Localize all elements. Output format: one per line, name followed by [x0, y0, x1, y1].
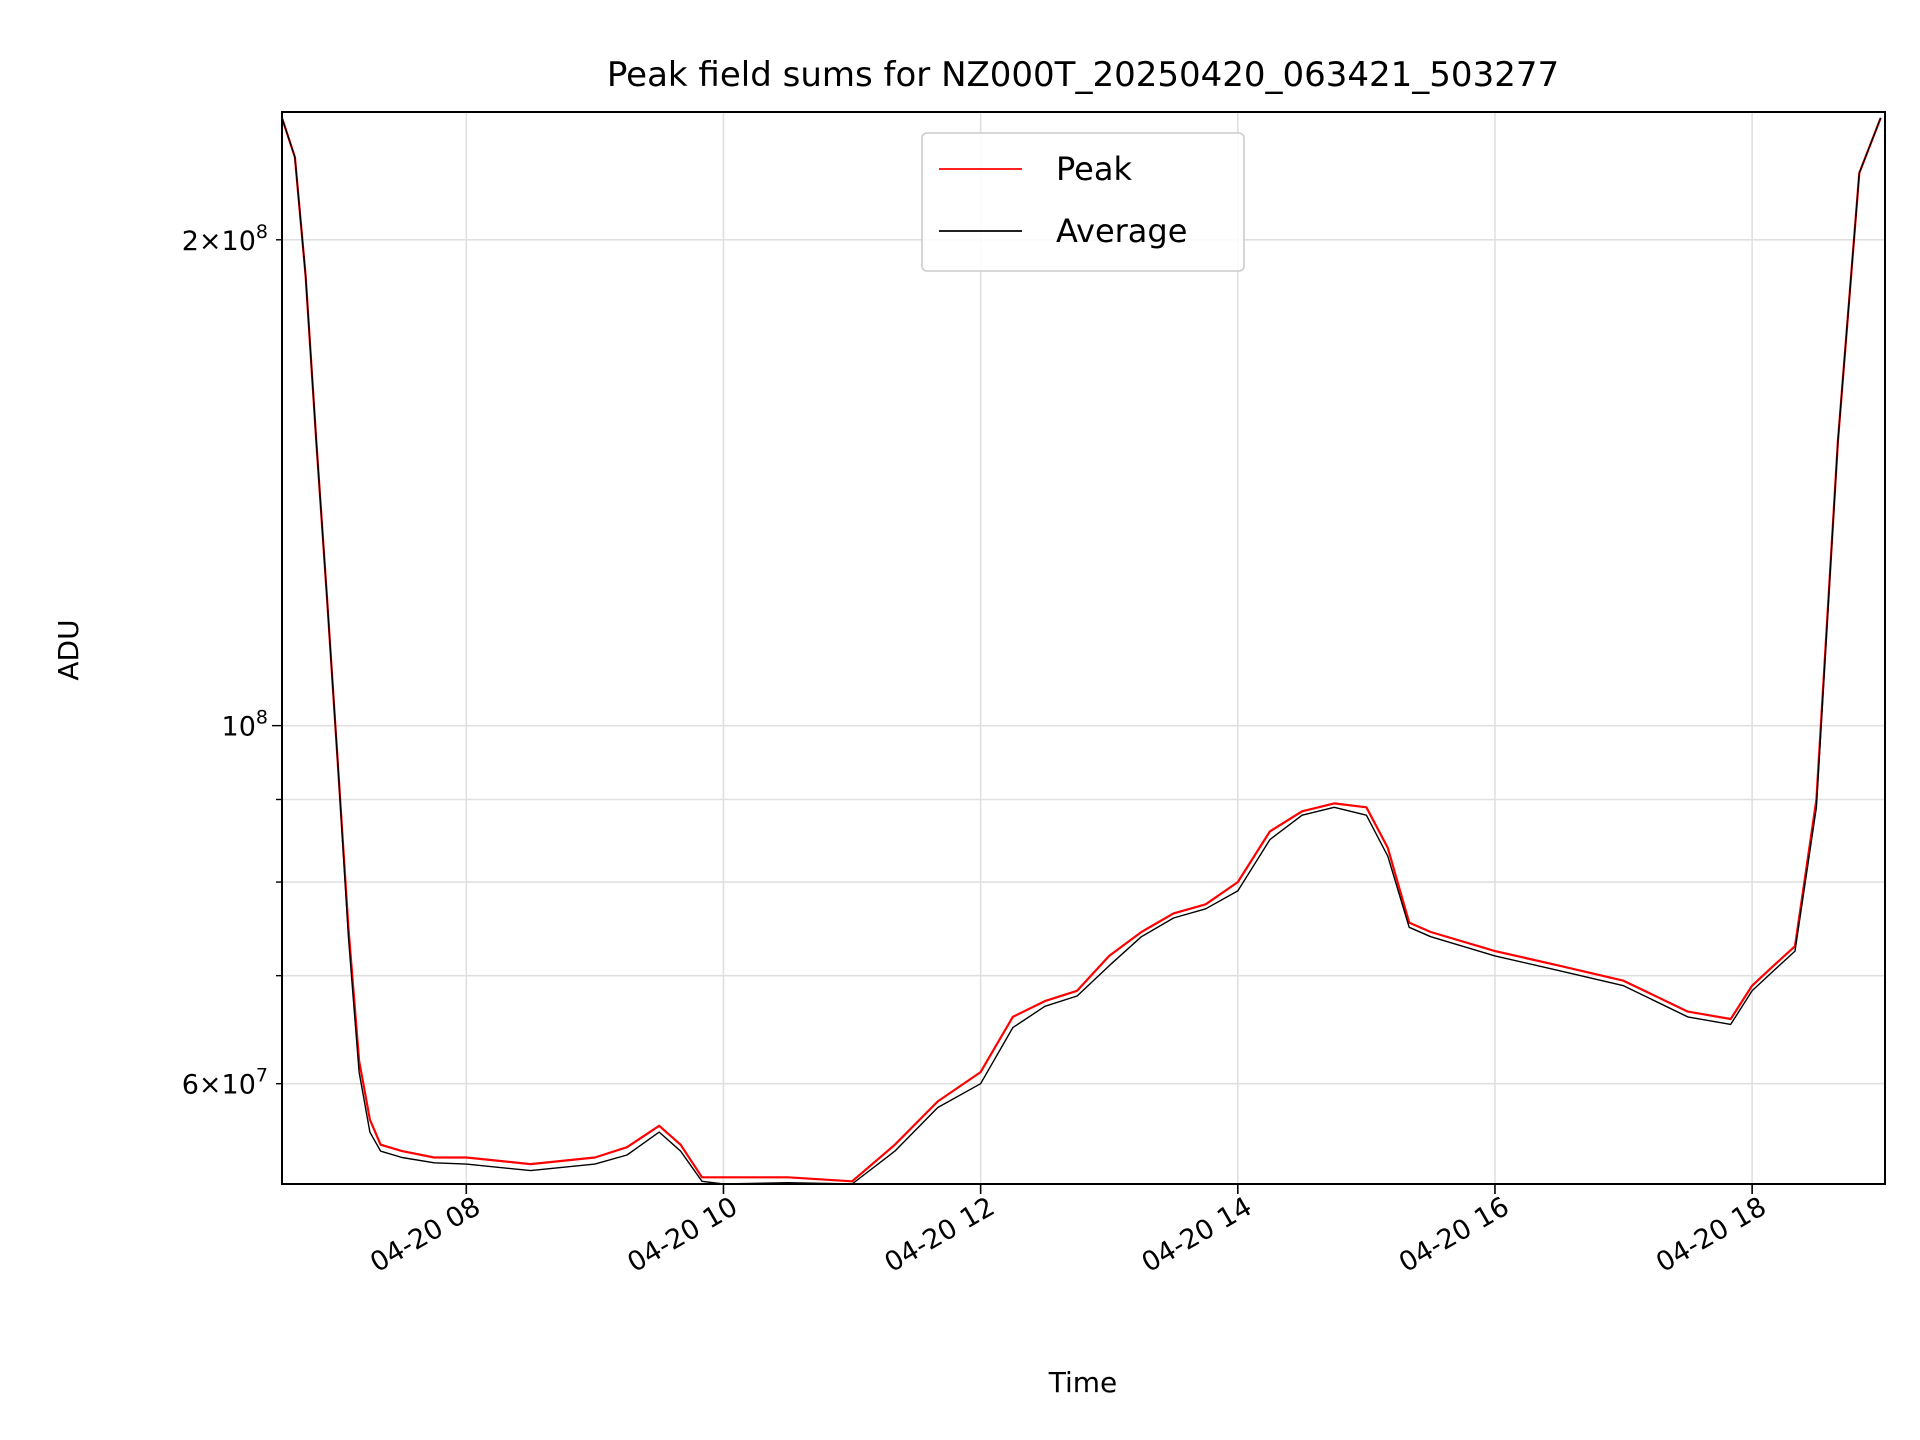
plot-frame — [281, 111, 1886, 1185]
grid-lines — [282, 112, 1885, 1184]
y-axis: 108 6×107 2×108 — [182, 221, 282, 1101]
x-axis-label: Time — [1048, 1366, 1118, 1399]
legend-label-peak: Peak — [1056, 150, 1132, 188]
legend: Peak Average — [921, 132, 1245, 272]
chart-title: Peak field sums for NZ000T_20250420_0634… — [607, 55, 1559, 95]
series-line-average — [281, 117, 1882, 1185]
y-axis-label: ADU — [52, 619, 85, 680]
legend-label-average: Average — [1056, 212, 1187, 250]
legend-box — [921, 132, 1245, 272]
series-layer — [280, 117, 1882, 1185]
y-tick-label: 6×107 — [182, 1065, 268, 1101]
y-tick-label: 2×108 — [182, 221, 268, 257]
y-tick-label: 108 — [222, 707, 268, 743]
series-line-peak — [280, 117, 1882, 1183]
